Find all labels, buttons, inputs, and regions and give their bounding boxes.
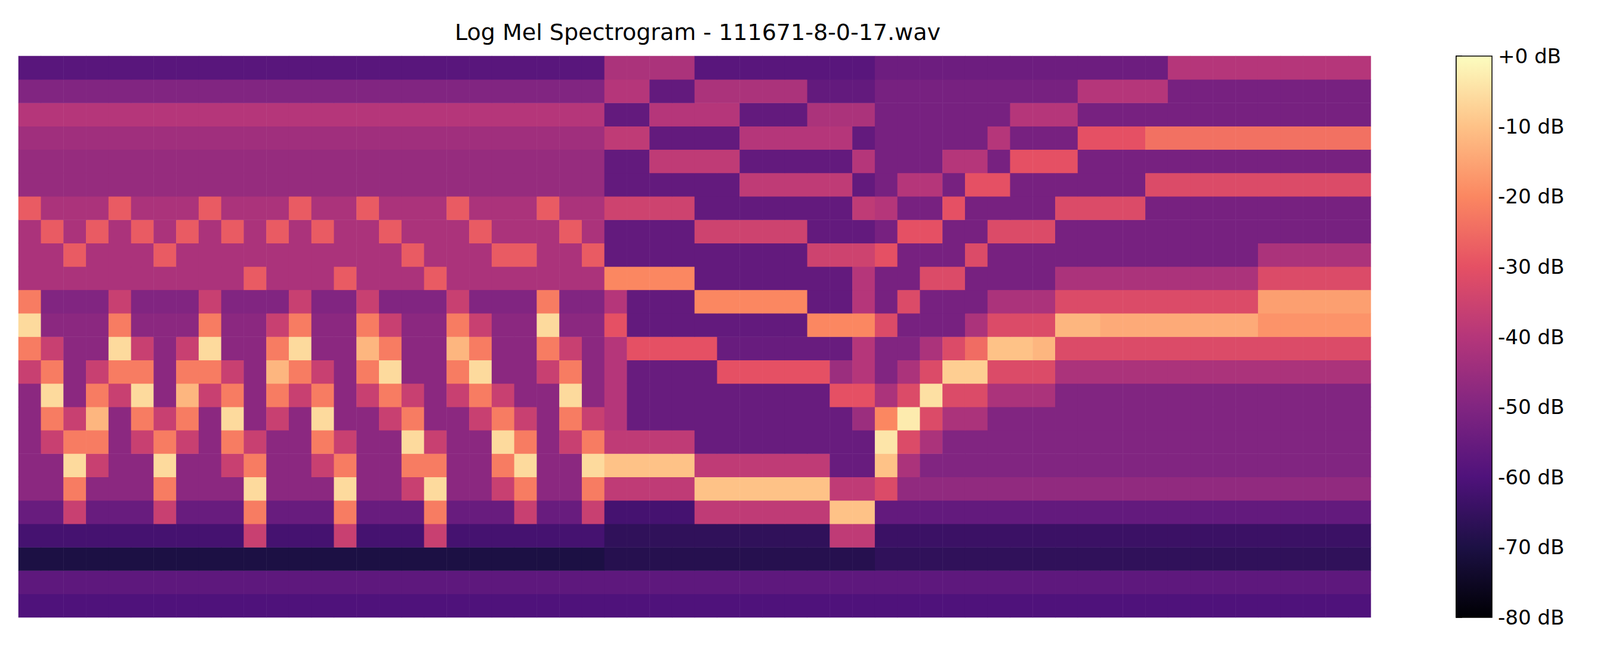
svg-text:-80 dB: -80 dB [1497,605,1565,630]
svg-text:-30 dB: -30 dB [1497,254,1565,279]
svg-text:-10 dB: -10 dB [1497,114,1565,139]
svg-text:-50 dB: -50 dB [1497,395,1565,419]
svg-text:-60 dB: -60 dB [1497,465,1565,490]
svg-text:-70 dB: -70 dB [1497,535,1565,560]
svg-text:+0 dB: +0 dB [1497,44,1562,69]
svg-text:-20 dB: -20 dB [1497,184,1565,209]
svg-text:-40 dB: -40 dB [1497,325,1565,350]
svg-text:Log Mel Spectrogram - 111671-8: Log Mel Spectrogram - 111671-8-0-17.wav [454,19,941,46]
